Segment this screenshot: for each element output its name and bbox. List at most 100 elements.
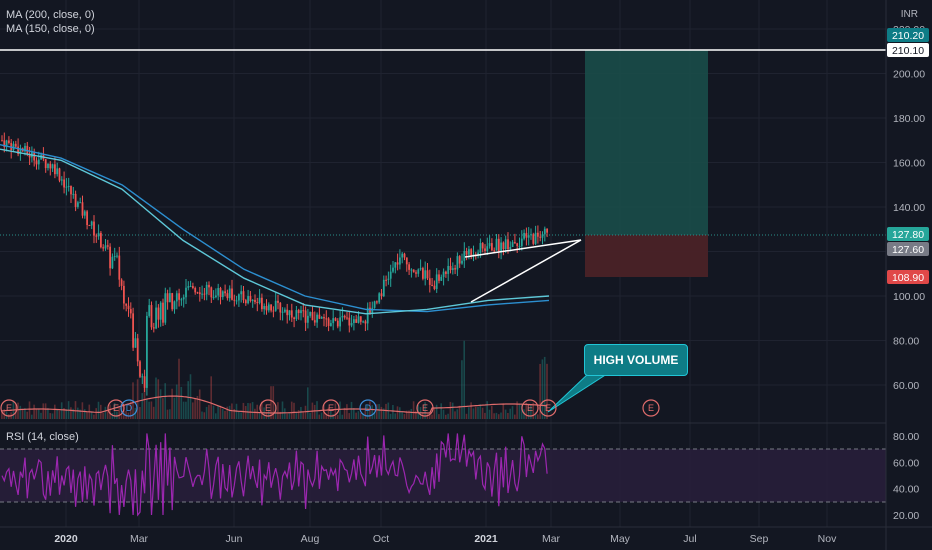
candle-body bbox=[373, 301, 376, 308]
candle-body bbox=[146, 315, 148, 388]
volume-bar bbox=[470, 402, 472, 419]
candle-body bbox=[307, 315, 309, 323]
candle-body bbox=[304, 310, 307, 323]
legend-rsi[interactable]: RSI (14, close) bbox=[6, 431, 79, 443]
candle-body bbox=[182, 297, 185, 300]
event-marker-circle[interactable] bbox=[416, 399, 434, 417]
event-marker-circle[interactable] bbox=[642, 399, 660, 417]
candle-body bbox=[83, 211, 86, 216]
event-marker-circle[interactable] bbox=[539, 399, 557, 417]
volume-bar bbox=[353, 407, 355, 419]
wedge-lower-line[interactable] bbox=[470, 239, 582, 303]
volume-bar bbox=[86, 411, 88, 419]
price-tag-target-text: 210.20 bbox=[892, 30, 924, 42]
legend-ma200[interactable]: MA (200, close, 0) bbox=[6, 9, 95, 21]
candle-body bbox=[185, 287, 187, 298]
candle-body bbox=[205, 284, 208, 295]
volume-bar bbox=[401, 411, 403, 419]
candle-body bbox=[293, 317, 295, 319]
volume-bar bbox=[37, 408, 40, 419]
candle-body bbox=[136, 338, 139, 362]
event-marker-circle[interactable] bbox=[107, 399, 125, 417]
ma200-line bbox=[0, 144, 550, 313]
candle-body bbox=[120, 279, 123, 286]
volume-bar bbox=[495, 412, 498, 419]
volume-bar bbox=[19, 405, 22, 419]
candle-body bbox=[355, 319, 358, 323]
candle-body bbox=[279, 302, 282, 313]
candle-body bbox=[88, 225, 91, 227]
volume-bar bbox=[141, 393, 143, 419]
volume-bar bbox=[81, 402, 84, 419]
event-marker-label: E bbox=[422, 403, 428, 413]
candle-body bbox=[173, 301, 176, 310]
volume-bar bbox=[254, 408, 256, 419]
volume-bar bbox=[123, 405, 125, 419]
volume-bar bbox=[543, 356, 546, 419]
candle-body bbox=[327, 318, 330, 326]
volume-bar bbox=[267, 409, 270, 419]
high-volume-callout[interactable]: HIGH VOLUME bbox=[584, 344, 688, 376]
volume-bar bbox=[433, 408, 436, 419]
volume-bar bbox=[481, 407, 484, 419]
candle-body bbox=[14, 143, 17, 147]
volume-bar bbox=[410, 408, 413, 419]
volume-bar bbox=[376, 404, 378, 419]
volume-bar bbox=[17, 402, 19, 419]
candle-body bbox=[159, 302, 162, 320]
event-marker-circle[interactable] bbox=[259, 399, 277, 417]
time-axis[interactable]: 2020 Mar Jun Aug Oct 2021 Mar May Jul Sep Nov bbox=[54, 533, 837, 545]
candle-body bbox=[86, 211, 88, 226]
event-marker-circle[interactable] bbox=[359, 399, 377, 417]
candle-body bbox=[240, 291, 243, 295]
candle-body bbox=[17, 146, 19, 155]
volume-bar bbox=[472, 408, 475, 419]
candle-body bbox=[364, 321, 367, 324]
volume-bar bbox=[458, 405, 461, 419]
wedge-upper-line[interactable] bbox=[464, 239, 582, 258]
volume-bar bbox=[295, 411, 298, 419]
candle-body bbox=[274, 300, 277, 311]
event-marker-circle[interactable] bbox=[521, 399, 539, 417]
grid bbox=[0, 0, 886, 527]
candle-body bbox=[394, 262, 397, 268]
legend-ma150[interactable]: MA (150, close, 0) bbox=[6, 23, 95, 35]
volume-bar bbox=[187, 381, 189, 419]
candle-body bbox=[247, 296, 249, 304]
candle-body bbox=[187, 286, 190, 288]
candle-body bbox=[488, 243, 491, 247]
volume-bar bbox=[240, 412, 242, 419]
candle-body bbox=[465, 251, 468, 255]
price-axis[interactable]: 220.00200.00180.00160.00140.00120.00100.… bbox=[893, 24, 925, 392]
volume-bar bbox=[104, 406, 107, 419]
candle-body bbox=[546, 228, 548, 233]
price-tag-entry-text: 127.60 bbox=[892, 244, 924, 256]
volume-bar bbox=[215, 413, 217, 419]
volume-bar bbox=[385, 403, 387, 419]
volume-bar bbox=[442, 409, 445, 419]
volume-bar bbox=[530, 404, 532, 419]
candle-body bbox=[500, 242, 502, 251]
volume-bar bbox=[509, 408, 511, 419]
volume-bar bbox=[228, 405, 231, 419]
event-marker-circle[interactable] bbox=[0, 399, 18, 417]
volume-bar bbox=[97, 401, 100, 419]
event-marker-circle[interactable] bbox=[120, 399, 138, 417]
candle-body bbox=[405, 257, 408, 265]
volume-bar bbox=[520, 403, 523, 419]
volume-bar bbox=[44, 403, 47, 419]
candle-body bbox=[63, 179, 65, 188]
volume-bar bbox=[182, 401, 185, 419]
volume-bar bbox=[343, 407, 346, 419]
volume-bar bbox=[399, 407, 401, 419]
candle-body bbox=[417, 269, 420, 274]
rsi-axis[interactable]: 80.00 60.00 40.00 20.00 bbox=[893, 431, 919, 522]
event-marker-circle[interactable] bbox=[322, 399, 340, 417]
volume-bar bbox=[31, 414, 33, 419]
volume-bar bbox=[173, 397, 176, 419]
volume-bar bbox=[484, 412, 486, 419]
volume-bar bbox=[42, 403, 45, 419]
candle-body bbox=[261, 297, 263, 310]
